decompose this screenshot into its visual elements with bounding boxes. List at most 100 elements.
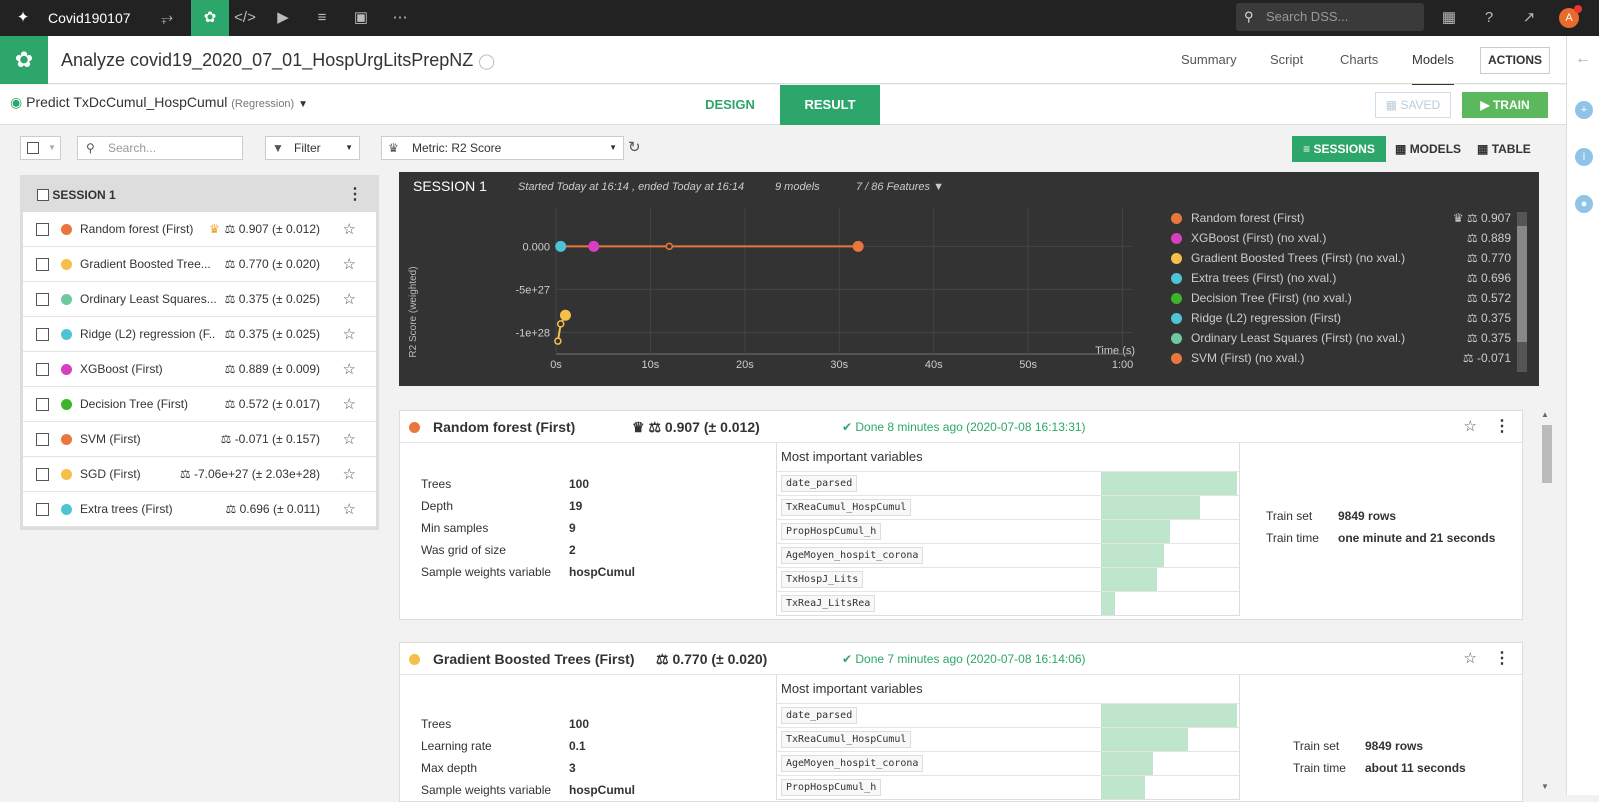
- variable-row[interactable]: AgeMoyen_hospit_corona: [777, 751, 1239, 775]
- model-list-row[interactable]: Decision Tree (First) ⚖ 0.572 (± 0.017) ☆: [23, 387, 376, 422]
- star-icon[interactable]: ☆: [342, 501, 356, 518]
- tab-script[interactable]: Script: [1270, 52, 1304, 67]
- apps-grid-icon[interactable]: ▦: [1441, 9, 1457, 26]
- dashboard-icon[interactable]: ▣: [353, 9, 369, 26]
- tab-charts[interactable]: Charts: [1340, 52, 1379, 67]
- variable-row[interactable]: AgeMoyen_hospit_corona: [777, 543, 1239, 567]
- saved-button[interactable]: ▦ SAVED: [1375, 92, 1451, 118]
- card-menu-icon[interactable]: ⋮: [1494, 418, 1510, 435]
- legend-item[interactable]: XGBoost (First) (no xval.) ⚖ 0.889: [1161, 228, 1511, 248]
- star-icon[interactable]: ☆: [342, 361, 356, 378]
- legend-item[interactable]: Extra trees (First) (no xval.) ⚖ 0.696: [1161, 268, 1511, 288]
- tab-design[interactable]: DESIGN: [705, 97, 755, 112]
- train-button[interactable]: ▶ TRAIN: [1462, 92, 1548, 118]
- model-checkbox[interactable]: [36, 398, 49, 411]
- model-name[interactable]: Gradient Boosted Tree...: [80, 257, 211, 271]
- model-search-input[interactable]: ⚲ Search...: [77, 136, 243, 160]
- model-list-row[interactable]: Random forest (First) ♛ ⚖ 0.907 (± 0.012) ☆: [23, 212, 376, 247]
- lab-nav-active[interactable]: ✿: [191, 0, 229, 36]
- star-icon[interactable]: ☆: [342, 221, 356, 238]
- model-marker[interactable]: [559, 309, 571, 321]
- model-checkbox[interactable]: [36, 468, 49, 481]
- more-icon[interactable]: ⋯: [392, 9, 408, 26]
- filter-dropdown[interactable]: ▼ Filter ▼: [265, 136, 360, 160]
- add-icon[interactable]: +: [1575, 101, 1593, 119]
- collapse-arrow-icon[interactable]: ←: [1575, 50, 1591, 67]
- chat-icon[interactable]: ●: [1575, 195, 1593, 213]
- features-dropdown[interactable]: 7 / 86 Features ▼: [856, 181, 944, 193]
- card-model-name[interactable]: Gradient Boosted Trees (First): [433, 651, 635, 667]
- model-name[interactable]: Extra trees (First): [80, 502, 173, 516]
- legend-item[interactable]: Decision Tree (First) (no xval.) ⚖ 0.572: [1161, 288, 1511, 308]
- view-sessions-button[interactable]: ≡ SESSIONS: [1292, 136, 1386, 162]
- legend-scrollbar[interactable]: [1517, 212, 1527, 372]
- star-icon[interactable]: ☆: [1463, 650, 1477, 667]
- wiki-icon[interactable]: ≡: [317, 9, 327, 26]
- star-icon[interactable]: ☆: [342, 431, 356, 448]
- model-name[interactable]: SGD (First): [80, 467, 141, 481]
- model-list-row[interactable]: Gradient Boosted Tree... ⚖ 0.770 (± 0.020…: [23, 247, 376, 282]
- series-point[interactable]: [554, 337, 562, 345]
- variable-row[interactable]: TxReaCumul_HospCumul: [777, 495, 1239, 519]
- project-name[interactable]: Covid190107: [48, 10, 131, 26]
- variable-row[interactable]: TxReaCumul_HospCumul: [777, 727, 1239, 751]
- run-icon[interactable]: ▶: [277, 9, 289, 26]
- model-name[interactable]: Ordinary Least Squares...: [80, 292, 216, 306]
- variable-row[interactable]: PropHospCumul_h: [777, 775, 1239, 799]
- model-checkbox[interactable]: [36, 328, 49, 341]
- scroll-down-icon[interactable]: ▼: [1541, 782, 1549, 791]
- model-checkbox[interactable]: [36, 433, 49, 446]
- legend-scroll-thumb[interactable]: [1517, 226, 1527, 342]
- star-icon[interactable]: ☆: [1463, 418, 1477, 435]
- star-icon[interactable]: ☆: [342, 291, 356, 308]
- model-list-row[interactable]: XGBoost (First) ⚖ 0.889 (± 0.009) ☆: [23, 352, 376, 387]
- model-marker[interactable]: [555, 240, 567, 252]
- model-marker[interactable]: [852, 240, 864, 252]
- model-list-row[interactable]: SGD (First) ⚖ -7.06e+27 (± 2.03e+28) ☆: [23, 457, 376, 492]
- model-list-row[interactable]: SVM (First) ⚖ -0.071 (± 0.157) ☆: [23, 422, 376, 457]
- variable-row[interactable]: date_parsed: [777, 703, 1239, 727]
- edit-icon[interactable]: ◯: [478, 53, 496, 70]
- model-name[interactable]: SVM (First): [80, 432, 141, 446]
- card-menu-icon[interactable]: ⋮: [1494, 650, 1510, 667]
- star-icon[interactable]: ☆: [342, 326, 356, 343]
- info-icon[interactable]: i: [1575, 148, 1593, 166]
- metric-select[interactable]: ♛ Metric: R2 Score ▼: [381, 136, 624, 160]
- view-table-button[interactable]: ▦ TABLE: [1477, 142, 1531, 156]
- star-icon[interactable]: ☆: [342, 466, 356, 483]
- refresh-icon[interactable]: ↻: [628, 139, 641, 156]
- scroll-up-icon[interactable]: ▲: [1541, 410, 1549, 419]
- help-icon[interactable]: ?: [1484, 9, 1494, 26]
- flow-icon[interactable]: ⥅: [160, 9, 173, 26]
- model-name[interactable]: Ridge (L2) regression (F...: [80, 327, 216, 341]
- page-scrollbar[interactable]: ▲ ▼: [1541, 410, 1553, 795]
- model-name[interactable]: Random forest (First): [80, 222, 194, 236]
- model-checkbox[interactable]: [36, 223, 49, 236]
- star-icon[interactable]: ☆: [342, 396, 356, 413]
- tab-result[interactable]: RESULT: [780, 85, 880, 125]
- legend-item[interactable]: Gradient Boosted Trees (First) (no xval.…: [1161, 248, 1511, 268]
- tab-summary[interactable]: Summary: [1181, 52, 1237, 67]
- star-icon[interactable]: ☆: [342, 256, 356, 273]
- card-model-name[interactable]: Random forest (First): [433, 419, 576, 435]
- actions-button[interactable]: ACTIONS: [1480, 47, 1550, 74]
- series-point[interactable]: [556, 320, 565, 328]
- model-list-row[interactable]: Extra trees (First) ⚖ 0.696 (± 0.011) ☆: [23, 492, 376, 527]
- model-checkbox[interactable]: [36, 293, 49, 306]
- scroll-thumb[interactable]: [1542, 425, 1552, 483]
- legend-item[interactable]: SVM (First) (no xval.) ⚖ -0.071: [1161, 348, 1511, 368]
- code-icon[interactable]: </>: [234, 9, 256, 26]
- global-search-input[interactable]: ⚲ Search DSS...: [1236, 3, 1424, 31]
- model-list-row[interactable]: Ridge (L2) regression (F... ⚖ 0.375 (± 0.…: [23, 317, 376, 352]
- session-checkbox[interactable]: [37, 189, 49, 201]
- variable-row[interactable]: TxReaJ_LitsRea: [777, 591, 1239, 615]
- dataiku-bird-logo[interactable]: ✦: [16, 9, 30, 26]
- variable-row[interactable]: PropHospCumul_h: [777, 519, 1239, 543]
- variable-row[interactable]: date_parsed: [777, 471, 1239, 495]
- view-models-button[interactable]: ▦ MODELS: [1395, 142, 1462, 156]
- legend-item[interactable]: Ordinary Least Squares (First) (no xval.…: [1161, 328, 1511, 348]
- legend-item[interactable]: Random forest (First) ♛ ⚖ 0.907: [1161, 208, 1511, 228]
- tab-models[interactable]: Models: [1412, 36, 1454, 86]
- model-checkbox[interactable]: [36, 363, 49, 376]
- legend-item[interactable]: Ridge (L2) regression (First) ⚖ 0.375: [1161, 308, 1511, 328]
